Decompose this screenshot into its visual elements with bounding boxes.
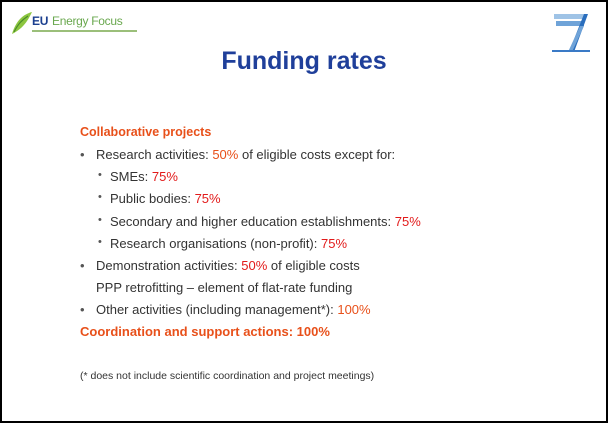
bullet-demonstration: Demonstration activities: 50% of eligibl… bbox=[80, 258, 360, 273]
text: Public bodies: bbox=[110, 191, 195, 207]
sub-bullet: Secondary and higher education establish… bbox=[98, 213, 421, 229]
fp7-logo bbox=[552, 14, 590, 52]
text: Secondary and higher education establish… bbox=[110, 213, 395, 229]
rate: 50% bbox=[212, 147, 239, 162]
slide-title: Funding rates bbox=[221, 47, 387, 75]
logo-leaf bbox=[12, 12, 32, 34]
logo-energy-focus: Energy Focus bbox=[52, 14, 123, 28]
text: Other activities (including management*)… bbox=[96, 302, 338, 317]
coordination-heading: Coordination and support actions: 100% bbox=[80, 324, 330, 339]
footnote: (* does not include scientific coordinat… bbox=[80, 370, 375, 382]
rate: 75% bbox=[321, 235, 348, 251]
ppp-note: PPP retrofitting – element of flat-rate … bbox=[96, 280, 353, 295]
text: Research organisations (non-profit): bbox=[110, 235, 321, 251]
rate: 50% bbox=[241, 258, 268, 273]
text: of eligible costs except for: bbox=[238, 147, 396, 162]
sub-bullet: Research organisations (non-profit): 75% bbox=[98, 235, 348, 251]
rate: 75% bbox=[194, 191, 221, 207]
eu-energy-focus-logo: EU Energy Focus bbox=[10, 10, 160, 40]
sub-bullet: Public bodies: 75% bbox=[98, 191, 221, 207]
text: Research activities: bbox=[96, 147, 213, 162]
logo-eu: EU bbox=[32, 14, 49, 28]
section-heading: Collaborative projects bbox=[80, 125, 212, 139]
sub-bullet: SMEs: 75% bbox=[98, 169, 178, 184]
logo-tagline bbox=[32, 30, 137, 32]
rate: 75% bbox=[394, 213, 421, 229]
text: SMEs: bbox=[110, 169, 152, 184]
bullet-research: Research activities: 50% of eligible cos… bbox=[80, 147, 396, 162]
text: Demonstration activities: bbox=[96, 258, 242, 273]
rate: 100% bbox=[337, 302, 371, 317]
bullet-other: Other activities (including management*)… bbox=[80, 302, 371, 317]
text: of eligible costs bbox=[267, 258, 360, 273]
rate: 75% bbox=[151, 169, 178, 184]
